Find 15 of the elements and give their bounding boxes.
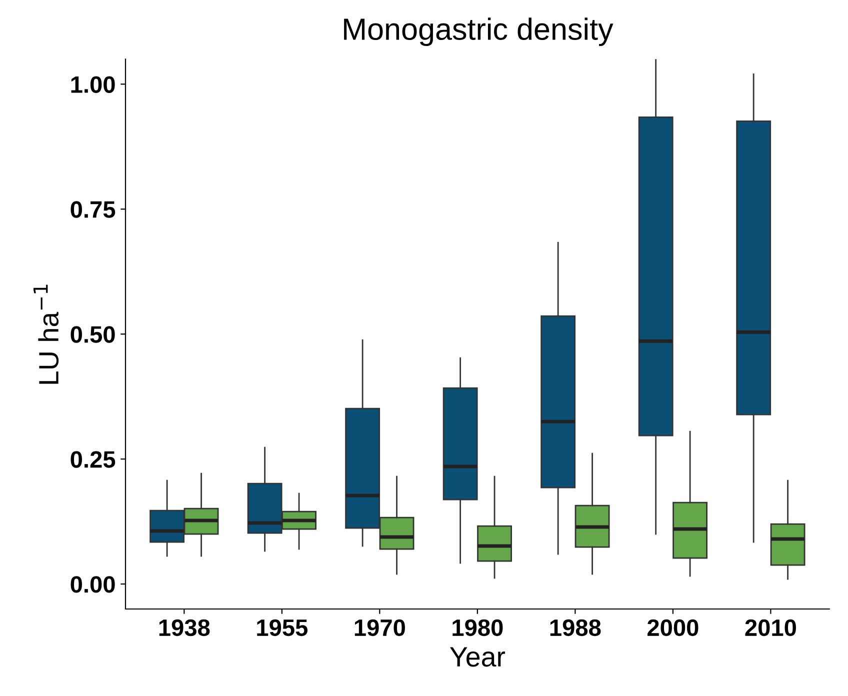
x-tick-label: 2010 xyxy=(745,619,796,636)
y-tick-label: 0.75 xyxy=(70,201,116,218)
x-tick-label: 1980 xyxy=(452,619,503,636)
y-tick-label: 0.00 xyxy=(70,576,115,593)
x-tick-label: 2000 xyxy=(647,619,698,636)
x-tick-label: 1970 xyxy=(354,619,405,636)
chart-title: Monogastric density xyxy=(344,18,614,46)
y-tick-label: 0.25 xyxy=(70,451,116,468)
x-axis-title: Year xyxy=(450,647,506,667)
x-tick-label: 1955 xyxy=(257,619,308,636)
x-tick-label: 1988 xyxy=(550,619,601,636)
y-tick-label: 1.00 xyxy=(71,76,115,93)
x-tick-label: 1938 xyxy=(159,619,210,636)
y-tick-label: 0.50 xyxy=(70,326,115,343)
y-axis-title: LU ha$^{−1}$ xyxy=(34,284,59,384)
